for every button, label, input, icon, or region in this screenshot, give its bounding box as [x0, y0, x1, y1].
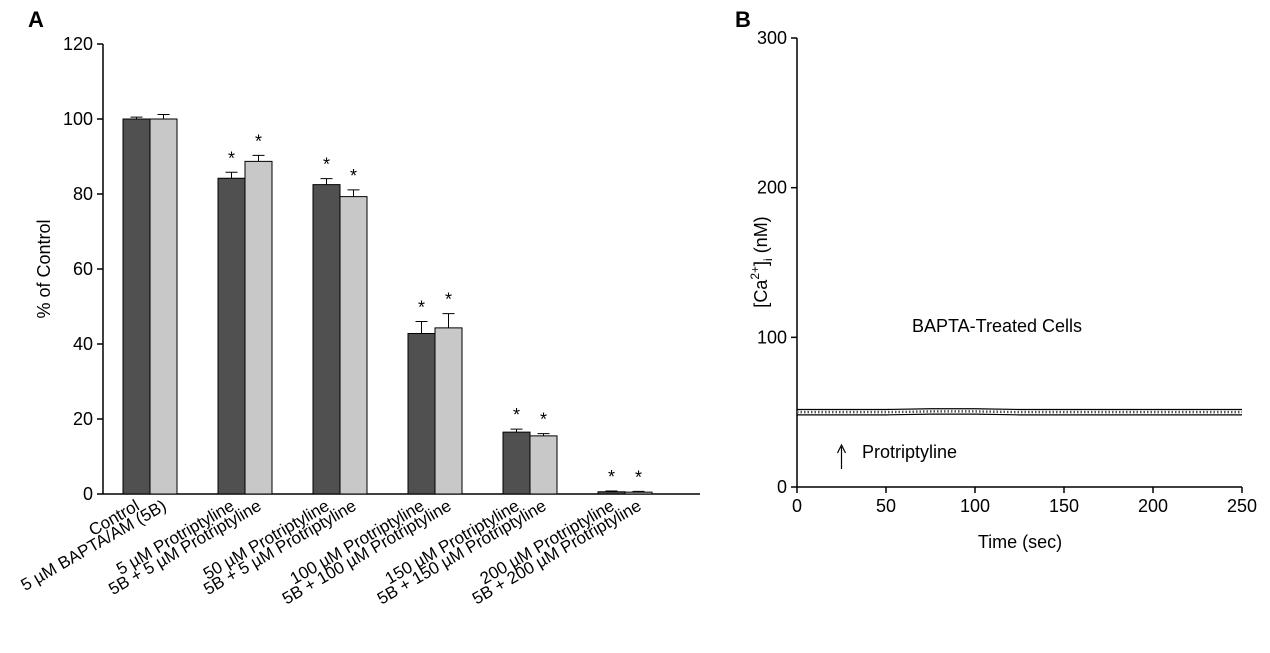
bar: [529, 435, 558, 495]
x-tick-label: 200: [1138, 496, 1168, 516]
panel-a-y-axis-label: % of Control: [34, 219, 54, 318]
y-tick-label: 100: [63, 109, 93, 129]
bapta-annotation: BAPTA-Treated Cells: [912, 316, 1082, 336]
y-tick-label: 200: [757, 178, 787, 198]
x-tick-label: 0: [792, 496, 802, 516]
panel-b-x-axis-label: Time (sec): [978, 532, 1062, 552]
y-tick-label: 60: [73, 259, 93, 279]
x-tick-label: 50: [876, 496, 896, 516]
arrow-head: [836, 443, 847, 454]
bar: [339, 196, 368, 495]
bar: [149, 118, 178, 495]
significance-marker: *: [255, 131, 262, 151]
y-tick-label: 0: [83, 484, 93, 504]
y-tick-label: 20: [73, 409, 93, 429]
significance-marker: *: [350, 166, 357, 186]
bar: [434, 327, 463, 495]
y-tick-label: 80: [73, 184, 93, 204]
bar: [597, 491, 626, 495]
panel-a-bars: * * * * * * * * * *: [122, 114, 653, 495]
arrow-label: Protriptyline: [862, 442, 957, 462]
panel-b-axes: 0 100 200 300 0 50 100 150 200 250: [757, 28, 1257, 516]
bar: [312, 184, 341, 495]
bar: [122, 118, 151, 495]
protriptyline-arrow: Protriptyline: [836, 442, 957, 469]
significance-marker: *: [635, 467, 642, 487]
bar: [407, 333, 436, 495]
panel-a-axes: 0 20 40 60 80 100 120: [63, 34, 700, 504]
bar: [244, 160, 273, 495]
x-tick-label: 250: [1227, 496, 1257, 516]
panel-b: B [Ca2+]i (nM) Time (sec) BAPTA-Treated …: [735, 7, 1257, 552]
bar: [502, 431, 531, 495]
series-upper-bound: [797, 408, 1242, 411]
x-tick-label: 100: [960, 496, 990, 516]
significance-marker: *: [608, 467, 615, 487]
significance-marker: *: [513, 405, 520, 425]
y-tick-label: 100: [757, 327, 787, 347]
significance-marker: *: [323, 155, 330, 175]
panel-a-label: A: [28, 7, 44, 32]
panel-b-y-axis-label: [Ca2+]i (nM): [748, 216, 775, 307]
bar: [624, 491, 653, 495]
significance-marker: *: [540, 410, 547, 430]
y-tick-label: 0: [777, 477, 787, 497]
y-tick-label: 120: [63, 34, 93, 54]
series-lower-bound: [797, 413, 1242, 416]
series-line: [797, 410, 1242, 414]
y-tick-label: 40: [73, 334, 93, 354]
panel-b-label: B: [735, 7, 751, 32]
significance-marker: *: [228, 148, 235, 168]
bar: [217, 177, 246, 495]
panel-b-series: [797, 408, 1242, 416]
significance-marker: *: [418, 298, 425, 318]
x-tick-label: 150: [1049, 496, 1079, 516]
y-tick-label: 300: [757, 28, 787, 48]
significance-marker: *: [445, 290, 452, 310]
